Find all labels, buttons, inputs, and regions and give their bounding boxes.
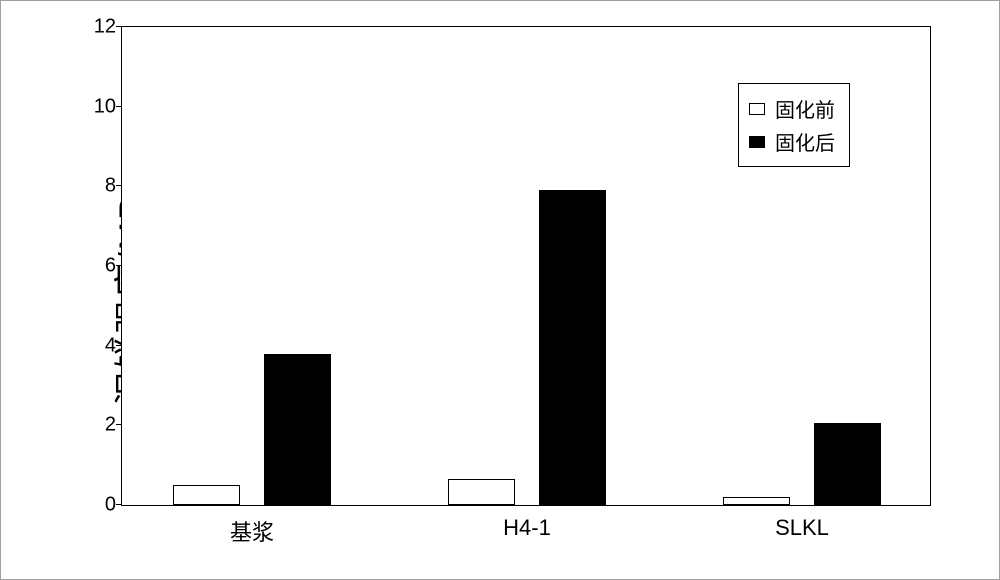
y-tick-label: 2 bbox=[105, 414, 122, 437]
plot-area: 固化前 固化后 024681012基浆H4-1SLKL bbox=[121, 26, 931, 506]
x-tick-label: SLKL bbox=[775, 505, 829, 541]
y-tick-mark bbox=[116, 106, 122, 107]
chart-container: 泥饼强度/MPa 固化前 固化后 024681012基浆H4-1SLKL bbox=[0, 0, 1000, 580]
y-tick-mark bbox=[116, 185, 122, 186]
bar-before bbox=[173, 485, 240, 505]
legend-swatch-after bbox=[749, 136, 765, 148]
legend-swatch-before bbox=[749, 103, 765, 115]
y-tick-mark bbox=[116, 504, 122, 505]
bar-after bbox=[814, 423, 881, 505]
y-tick-mark bbox=[116, 345, 122, 346]
y-tick-mark bbox=[116, 424, 122, 425]
x-tick-label: H4-1 bbox=[503, 505, 551, 541]
legend-label: 固化前 bbox=[775, 94, 835, 123]
legend-label: 固化后 bbox=[775, 127, 835, 156]
y-tick-label: 0 bbox=[105, 494, 122, 517]
legend-item-after: 固化后 bbox=[749, 125, 835, 158]
bar-after bbox=[264, 354, 331, 505]
y-tick-label: 4 bbox=[105, 334, 122, 357]
y-tick-label: 10 bbox=[94, 95, 122, 118]
y-tick-mark bbox=[116, 265, 122, 266]
bar-before bbox=[448, 479, 515, 505]
y-tick-label: 6 bbox=[105, 255, 122, 278]
y-tick-label: 12 bbox=[94, 16, 122, 39]
y-tick-label: 8 bbox=[105, 175, 122, 198]
y-tick-mark bbox=[116, 26, 122, 27]
bar-after bbox=[539, 190, 606, 505]
legend-item-before: 固化前 bbox=[749, 92, 835, 125]
bar-before bbox=[723, 497, 790, 505]
x-tick-label: 基浆 bbox=[230, 505, 274, 547]
legend: 固化前 固化后 bbox=[738, 83, 850, 167]
